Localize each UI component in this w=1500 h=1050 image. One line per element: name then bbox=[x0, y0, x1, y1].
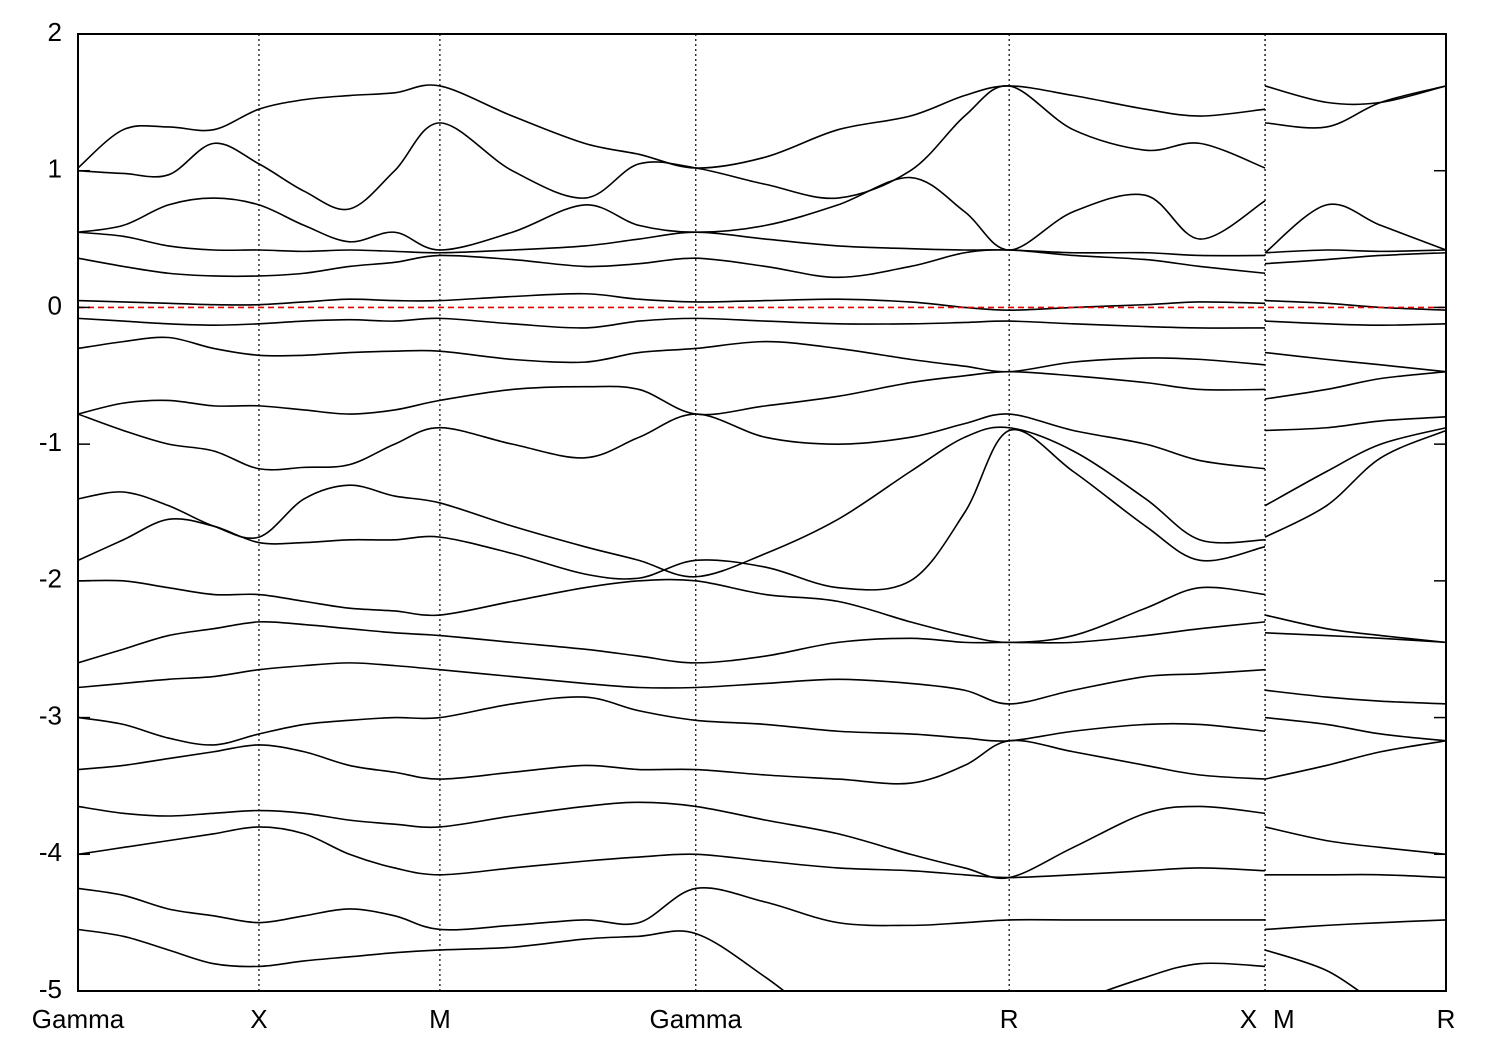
band-line bbox=[78, 739, 1446, 785]
band-line bbox=[78, 662, 1446, 705]
y-tick-label: -2 bbox=[39, 564, 62, 594]
band-line bbox=[78, 84, 1446, 169]
y-tick-label: -4 bbox=[39, 837, 62, 867]
band-line bbox=[78, 426, 1446, 591]
band-line bbox=[78, 578, 1446, 644]
band-line bbox=[78, 231, 1446, 257]
band-line bbox=[78, 413, 1446, 471]
x-tick-label: Gamma bbox=[32, 1004, 125, 1034]
band-line bbox=[78, 826, 1446, 879]
bands bbox=[78, 84, 1446, 991]
band-line bbox=[78, 176, 1446, 254]
band-line bbox=[78, 249, 1446, 279]
band-line bbox=[78, 696, 1446, 746]
y-tick-label: -3 bbox=[39, 700, 62, 730]
band-line bbox=[78, 801, 1446, 880]
band-line bbox=[78, 292, 1446, 311]
band-line bbox=[78, 85, 1446, 211]
x-tick-label: X bbox=[250, 1004, 267, 1034]
band-line bbox=[78, 887, 1446, 931]
band-line bbox=[78, 336, 1446, 373]
y-tick-label: 2 bbox=[48, 17, 62, 47]
x-tick-label: M bbox=[1273, 1004, 1295, 1034]
x-tick-label: R bbox=[1000, 1004, 1019, 1034]
x-tick-label: Gamma bbox=[650, 1004, 743, 1034]
band-line bbox=[78, 370, 1446, 416]
x-tick-label: X bbox=[1240, 1004, 1257, 1034]
band-line bbox=[78, 620, 1446, 664]
y-tick-label: -5 bbox=[39, 974, 62, 1004]
y-tick-label: 1 bbox=[48, 154, 62, 184]
grid bbox=[77, 34, 1447, 991]
y-tick-label: -1 bbox=[39, 427, 62, 457]
band-line bbox=[78, 928, 1361, 991]
y-tick-label: 0 bbox=[48, 290, 62, 320]
plot-frame bbox=[77, 33, 1447, 992]
x-tick-label: R bbox=[1437, 1004, 1456, 1034]
band-line bbox=[78, 426, 1446, 578]
x-tick-label: M bbox=[429, 1004, 451, 1034]
band-line bbox=[78, 317, 1446, 329]
